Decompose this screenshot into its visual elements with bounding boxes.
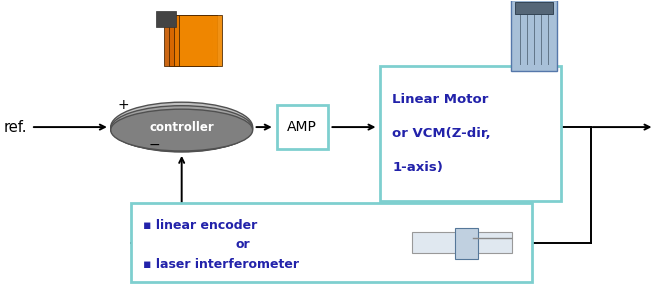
Text: ▪ linear encoder: ▪ linear encoder: [142, 218, 257, 231]
Text: +: +: [117, 98, 129, 112]
Ellipse shape: [111, 109, 252, 151]
FancyBboxPatch shape: [380, 66, 561, 201]
Text: or VCM(Z-dir,: or VCM(Z-dir,: [392, 127, 491, 140]
Ellipse shape: [111, 102, 252, 152]
Text: AMP: AMP: [287, 120, 317, 134]
FancyBboxPatch shape: [515, 2, 553, 14]
FancyBboxPatch shape: [164, 15, 207, 66]
FancyBboxPatch shape: [156, 11, 176, 27]
Text: 1-axis): 1-axis): [392, 161, 443, 174]
Text: −: −: [148, 138, 160, 152]
Text: or: or: [236, 238, 250, 251]
FancyBboxPatch shape: [169, 15, 212, 66]
FancyBboxPatch shape: [511, 0, 558, 71]
Text: controller: controller: [150, 121, 214, 134]
FancyBboxPatch shape: [130, 203, 532, 282]
FancyBboxPatch shape: [174, 15, 217, 66]
FancyBboxPatch shape: [412, 231, 511, 253]
Text: Linear Motor: Linear Motor: [392, 93, 488, 106]
Text: ref.: ref.: [3, 120, 27, 135]
FancyBboxPatch shape: [455, 228, 478, 260]
FancyBboxPatch shape: [277, 105, 328, 149]
FancyBboxPatch shape: [179, 15, 222, 66]
Ellipse shape: [111, 106, 252, 151]
Text: ▪ laser interferometer: ▪ laser interferometer: [142, 258, 299, 271]
